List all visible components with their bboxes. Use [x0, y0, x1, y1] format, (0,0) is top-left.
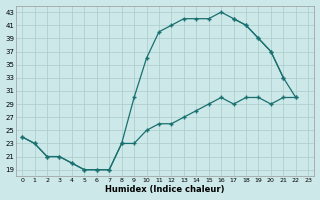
X-axis label: Humidex (Indice chaleur): Humidex (Indice chaleur) [106, 185, 225, 194]
